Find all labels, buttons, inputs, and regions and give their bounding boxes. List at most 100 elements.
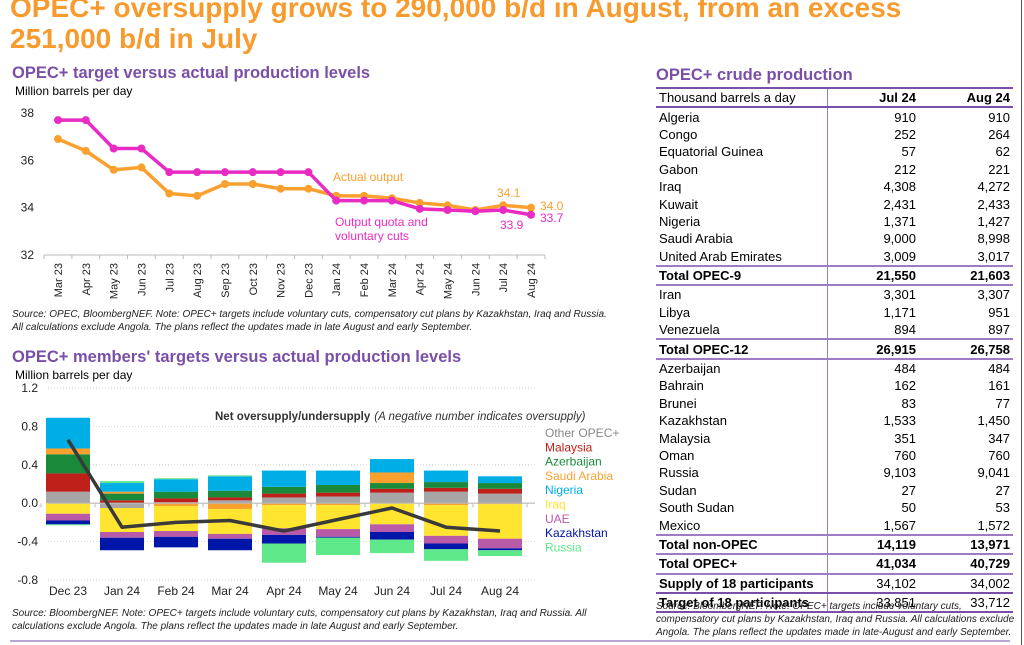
x-tick-label: May 24 [318,584,358,598]
bar-chart-ylabel: Million barrels per day [15,368,133,382]
row-label: Russia [656,464,828,482]
bar-segment-russia [208,475,252,477]
row-label: Total OPEC-9 [656,264,828,287]
y-tick-label: 0.4 [21,458,38,472]
bar-chart-note: Source: BloombergNEF. Note: OPEC+ target… [12,608,587,632]
data-point [165,189,174,198]
table-note: Source: BloombergNEF. Note: OPEC+ target… [656,601,1015,638]
legend-item: Other OPEC+ [545,426,619,440]
table-row: Kazakhstan 1,533 1,450 [656,412,1013,430]
bar-segment-uae [46,513,90,521]
x-tick-label: Nov 23 [276,263,288,298]
cell-jul: 351 [894,430,916,446]
bar-segment-uae [208,533,252,539]
row-label: Bahrain [656,377,828,395]
x-tick-label: Jul 23 [164,263,176,292]
net-supply-line [66,438,501,533]
legend-item: Malaysia [545,440,593,454]
cell-aug: 77 [995,395,1010,411]
table-row: Iraq 4,308 4,272 [656,177,1013,196]
row-label: Mexico [656,516,828,535]
row-label: Total non-OPEC [656,533,828,556]
line-chart-title: OPEC+ target versus actual production le… [12,64,371,82]
cell-jul: 9,000 [883,231,916,247]
table-row: Mexico 1,567 1,572 [656,516,1013,535]
bar-segment-malaysia [208,497,252,501]
table-row: United Arab Emirates 3,009 3,017 [656,247,1013,266]
cell-jul: 1,533 [883,413,916,429]
data-point [193,168,202,177]
cell-jul: 27 [901,482,916,498]
data-point [332,196,341,205]
table-row: Russia 9,103 9,041 [656,464,1013,482]
line-chart-ylabel: Million barrels per day [15,84,133,98]
bar-segment-azerbaijan [478,483,522,489]
bottom-divider [10,640,1010,642]
bar-segment-malaysia [316,492,360,497]
table-row: Venezuela 894 897 [656,321,1013,340]
x-tick-label: Feb 24 [157,584,195,598]
x-tick-label: Apr 23 [81,263,93,295]
data-point [54,135,62,144]
bar-segment-azerbaijan [154,491,198,499]
bar-segment-malaysia [370,488,414,493]
bar-segment-saudi-arabia [154,503,198,507]
bar-segment-other-opec- [370,492,414,504]
cell-aug: 760 [988,448,1010,463]
bar-segment-uae [424,535,468,544]
bar-segment-nigeria [154,479,198,492]
bar-segment-other-opec- [424,491,468,504]
bar-segment-azerbaijan [424,482,468,488]
x-tick-label: Feb 24 [359,263,371,297]
net-line-annotation-italic: (A negative number indicates oversupply) [374,411,585,423]
x-tick-label: Mar 23 [53,263,65,297]
bar-segment-iraq [478,504,522,539]
bar-segment-kazakhstan [370,532,414,540]
cell-aug: 34,002 [919,573,1013,594]
cell-jul: 1,171 [883,304,916,320]
cell-aug: 161 [988,378,1010,394]
bar-segment-kazakhstan [478,548,522,551]
col-header-jul: Jul 24 [827,86,919,109]
bar-segment-nigeria [208,476,252,491]
cell-jul: 894 [894,322,916,338]
data-point [137,144,146,153]
bar-segment-kazakhstan [424,543,468,550]
table-total-row: Total OPEC-9 21,550 21,603 [656,264,1013,287]
cell-aug: 1,427 [977,213,1010,229]
y-tick-label: -0.4 [17,535,38,549]
value-label-jul-actual: 34.1 [497,186,521,200]
bar-segment-nigeria [100,483,144,492]
cell-jul: 33,851 [827,592,919,614]
bar-segment-saudi-arabia [424,503,468,506]
cell-aug: 3,307 [977,287,1010,303]
x-tick-label: May 24 [443,263,455,299]
bar-segment-azerbaijan [370,483,414,489]
data-point [304,168,313,177]
bar-segment-malaysia [154,498,198,503]
row-label: Libya [656,303,828,322]
row-label: Nigeria [656,212,828,231]
table-row: Algeria 910 910 [656,107,1013,126]
cell-aug: 26,758 [919,338,1013,360]
bar-segment-kazakhstan [208,538,252,551]
line-chart: 32 34 36 38 Mar 23 Apr 23 May 23 Jun 23 Jul 23 Au… [21,106,564,299]
bar-segment-iraq [370,503,414,525]
row-label: Kuwait [656,195,828,213]
bar-segment-saudi-arabia [370,472,414,484]
bar-segment-russia [46,524,90,526]
bar-segment-nigeria [370,459,414,473]
cell-jul: 57 [901,144,916,160]
data-point [276,184,285,193]
bar-segment-azerbaijan [100,493,144,501]
data-point [220,168,229,177]
row-label: United Arab Emirates [656,247,828,266]
bar-segment-russia [154,478,198,480]
y-tick-label: 0.8 [21,419,38,433]
y-tick-label: 1.2 [21,381,38,395]
x-tick-label: Jun 23 [136,263,148,296]
data-point [276,168,285,177]
bar-segment-kazakhstan [100,537,144,551]
x-tick-label: Sep 23 [220,263,232,298]
cell-jul: 1,567 [883,517,916,533]
